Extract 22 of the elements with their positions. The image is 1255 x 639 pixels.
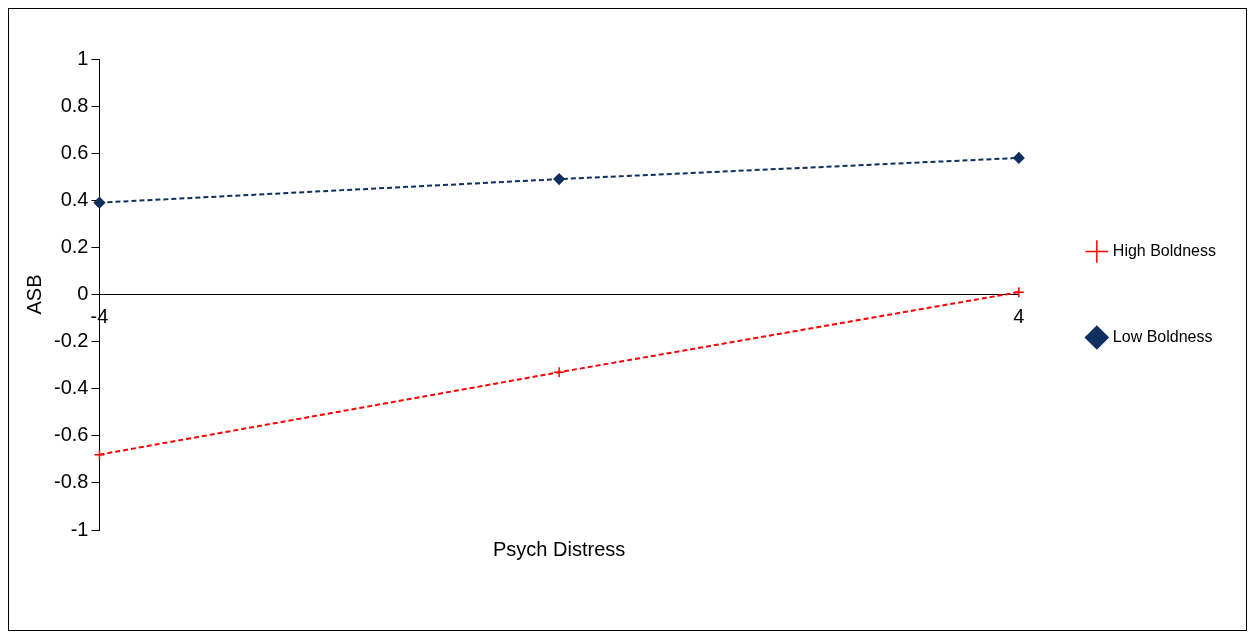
point xyxy=(93,448,106,461)
x-tick-label: 4 xyxy=(1013,305,1025,328)
y-tick-label: 0.8 xyxy=(60,93,89,116)
y-axis-title: ASB xyxy=(22,274,45,315)
y-tick-label: 1 xyxy=(77,46,89,69)
y-tick-label: 0 xyxy=(77,282,89,305)
point xyxy=(553,173,565,185)
y-tick-label: -1 xyxy=(70,517,89,540)
point xyxy=(553,366,565,378)
y-tick-label: 0.4 xyxy=(60,187,89,210)
point xyxy=(93,196,106,209)
y-tick-label: -0.6 xyxy=(53,423,89,446)
y-tick-label: 0.2 xyxy=(60,234,89,257)
x-axis-title: Psych Distress xyxy=(493,537,626,560)
y-tick-label: -0.8 xyxy=(53,470,89,493)
point xyxy=(1013,286,1025,298)
y-tick-label: -0.4 xyxy=(53,376,89,399)
legend-label: Low Boldness xyxy=(1112,327,1213,345)
legend-label: High Boldness xyxy=(1112,241,1216,259)
y-tick-label: 0.6 xyxy=(60,140,89,163)
y-tick-label: -0.2 xyxy=(53,329,89,352)
point xyxy=(1013,152,1025,164)
